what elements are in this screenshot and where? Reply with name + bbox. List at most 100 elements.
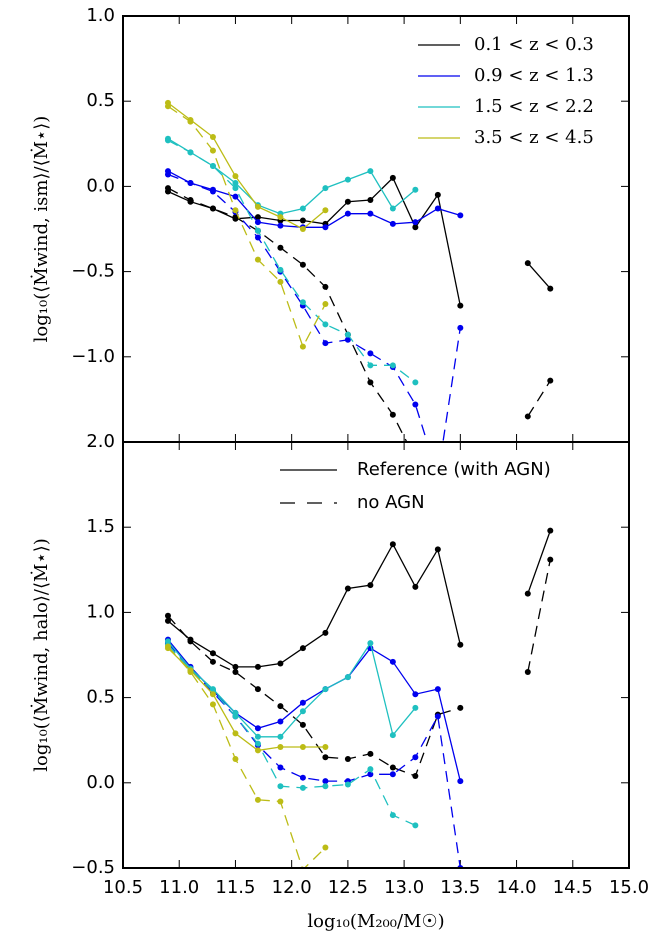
- point: [389, 771, 396, 778]
- point: [322, 744, 329, 751]
- point: [322, 340, 329, 347]
- point: [164, 171, 171, 178]
- point: [232, 179, 239, 186]
- line-reference: [167, 639, 461, 782]
- point: [367, 766, 374, 773]
- axes-frame: [122, 441, 630, 869]
- point: [367, 750, 374, 757]
- x-tick-label: 11.5: [215, 877, 255, 898]
- point: [164, 185, 171, 192]
- point: [209, 205, 216, 212]
- point: [277, 214, 284, 221]
- point: [277, 798, 284, 805]
- point: [412, 704, 419, 711]
- point: [389, 411, 396, 418]
- point: [209, 188, 216, 195]
- point: [277, 733, 284, 740]
- point: [299, 721, 306, 728]
- point: [547, 527, 554, 534]
- line-no-agn: [167, 105, 326, 349]
- point: [322, 300, 329, 307]
- point: [232, 207, 239, 214]
- point: [277, 764, 284, 771]
- point: [232, 755, 239, 762]
- legend-label: 3.5 < z < 4.5: [474, 127, 594, 148]
- point: [389, 541, 396, 548]
- point: [389, 812, 396, 819]
- point: [254, 733, 261, 740]
- point: [344, 755, 351, 762]
- y-axis-label: log₁₀(⟨Ṁwind, ism⟩/⟨Ṁ⋆⟩): [29, 116, 52, 343]
- point: [322, 207, 329, 214]
- point: [412, 379, 419, 386]
- point: [412, 754, 419, 761]
- point: [299, 205, 306, 212]
- point: [412, 691, 419, 698]
- point: [344, 781, 351, 788]
- point: [209, 691, 216, 698]
- point: [322, 754, 329, 761]
- point: [254, 227, 261, 234]
- point: [277, 222, 284, 229]
- point: [434, 686, 441, 693]
- point: [367, 350, 374, 357]
- point: [209, 650, 216, 657]
- point: [209, 701, 216, 708]
- point: [389, 362, 396, 369]
- y-tick-label: 2.0: [86, 431, 115, 452]
- point: [412, 772, 419, 779]
- point: [277, 266, 284, 273]
- point: [434, 205, 441, 212]
- point: [277, 703, 284, 710]
- point: [389, 205, 396, 212]
- point: [209, 133, 216, 140]
- point: [367, 210, 374, 217]
- point: [299, 708, 306, 715]
- line-reference: [167, 640, 416, 738]
- point: [164, 612, 171, 619]
- point: [434, 546, 441, 553]
- point: [299, 774, 306, 781]
- point: [322, 185, 329, 192]
- legend-label: 1.5 < z < 2.2: [474, 96, 594, 117]
- point: [232, 730, 239, 737]
- line-no-agn: [167, 644, 416, 826]
- point: [344, 336, 351, 343]
- point: [164, 643, 171, 650]
- point: [322, 224, 329, 231]
- point: [187, 638, 194, 645]
- x-tick-label: 11.0: [159, 877, 199, 898]
- point: [322, 321, 329, 328]
- point: [254, 747, 261, 754]
- point: [299, 744, 306, 751]
- point: [434, 191, 441, 198]
- point: [367, 362, 374, 369]
- point: [367, 168, 374, 175]
- point: [187, 118, 194, 125]
- point: [209, 658, 216, 665]
- line-reference: [167, 176, 551, 306]
- point: [209, 162, 216, 169]
- point: [232, 193, 239, 200]
- y-tick-label: 0.5: [86, 90, 115, 111]
- point: [367, 379, 374, 386]
- point: [254, 740, 261, 747]
- x-axis-label: log₁₀(M₂₀₀/M☉): [307, 911, 444, 932]
- point: [412, 822, 419, 829]
- point: [344, 331, 351, 338]
- point: [187, 669, 194, 676]
- point: [524, 590, 531, 597]
- point: [322, 283, 329, 290]
- point: [299, 699, 306, 706]
- point: [322, 844, 329, 851]
- point: [434, 713, 441, 720]
- point: [524, 260, 531, 267]
- point: [457, 704, 464, 711]
- point: [389, 732, 396, 739]
- point: [344, 198, 351, 205]
- line-reference: [167, 170, 461, 228]
- point: [277, 718, 284, 725]
- point: [187, 179, 194, 186]
- y-tick-label: 1.0: [86, 5, 115, 26]
